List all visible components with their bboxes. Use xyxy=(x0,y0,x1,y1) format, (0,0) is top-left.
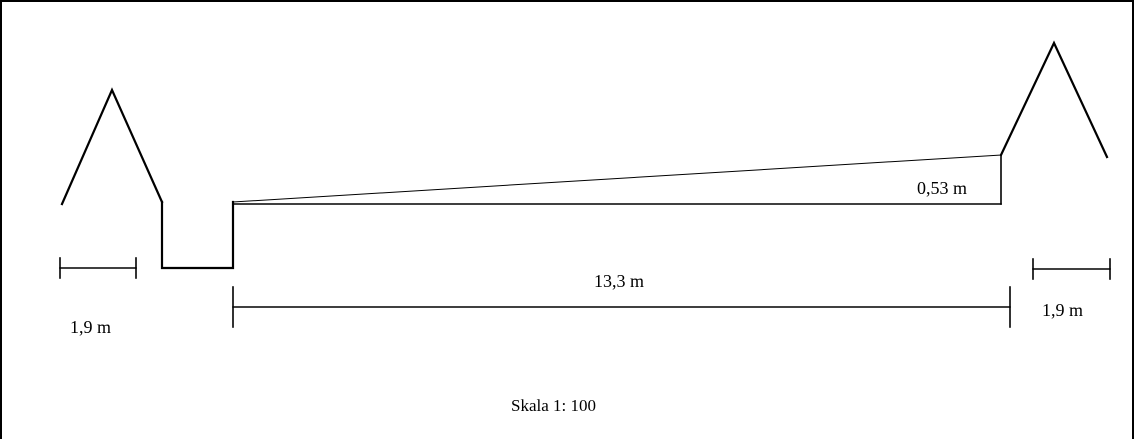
height-difference-label: 0,53 m xyxy=(917,178,968,198)
scale-label: Skala 1: 100 xyxy=(511,396,596,415)
right-roof xyxy=(999,40,1109,159)
left-roof xyxy=(60,87,164,206)
span-label: 13,3 m xyxy=(594,271,645,291)
right-width-label: 1,9 m xyxy=(1042,300,1084,320)
left-width-label: 1,9 m xyxy=(70,317,112,337)
slope-line xyxy=(232,154,1002,203)
gutter-channel xyxy=(160,200,235,270)
